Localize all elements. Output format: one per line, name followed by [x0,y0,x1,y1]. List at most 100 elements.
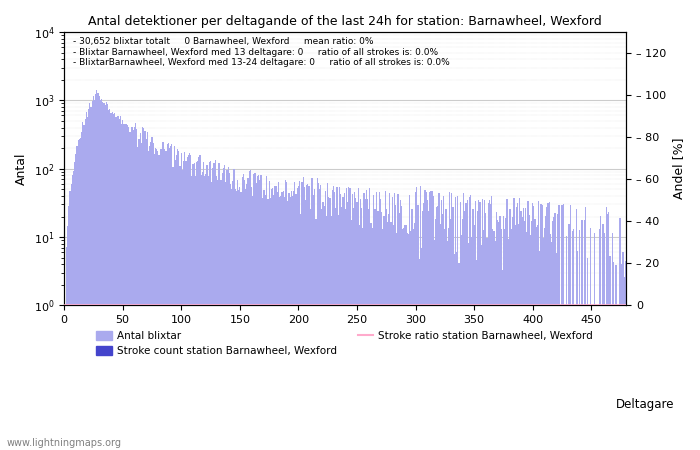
Bar [466,200,468,450]
Bar [459,202,461,450]
Bar [111,112,113,450]
Bar [248,171,250,450]
Bar [241,177,243,450]
Bar [259,180,260,450]
Bar [542,205,543,450]
Bar [447,241,448,450]
Bar [506,199,507,450]
Bar [478,200,480,450]
Bar [137,147,139,450]
Bar [201,175,202,450]
Bar [547,202,549,450]
Bar [550,234,551,450]
Bar [71,175,73,450]
Bar [141,143,142,450]
Bar [202,172,203,450]
Bar [494,231,495,450]
Bar [183,162,184,450]
Bar [130,132,132,450]
Bar [428,211,429,450]
Bar [537,225,538,450]
Bar [594,233,596,450]
Bar [468,243,469,450]
Bar [304,187,305,450]
Bar [386,209,387,450]
Bar [208,176,209,450]
Bar [531,221,532,450]
Bar [144,131,146,450]
Bar [128,127,129,450]
Bar [579,230,580,450]
Text: www.lightningmaps.org: www.lightningmaps.org [7,438,122,448]
Bar [523,207,524,450]
Bar [325,191,326,450]
Bar [420,186,421,450]
Bar [220,180,222,450]
Bar [153,143,154,450]
Bar [573,230,574,450]
Bar [473,209,474,450]
Bar [147,132,148,450]
Bar [554,213,556,450]
Bar [566,236,567,450]
Bar [587,257,589,450]
Bar [81,131,82,450]
Text: Deltagare: Deltagare [616,398,675,411]
Bar [210,161,211,450]
Bar [274,186,276,450]
Bar [115,117,116,450]
Bar [76,147,78,450]
Bar [74,162,75,450]
Bar [306,185,307,450]
Bar [389,194,391,450]
Bar [463,193,464,450]
Bar [333,186,334,450]
Bar [222,173,223,450]
Bar [127,126,128,450]
Bar [440,225,441,450]
Bar [546,207,547,450]
Bar [395,205,396,450]
Bar [253,174,255,450]
Bar [464,211,466,450]
Bar [415,192,416,450]
Bar [292,196,293,450]
Bar [448,228,449,450]
Bar [266,176,267,450]
Bar [393,225,394,450]
Bar [443,196,444,450]
Bar [458,263,459,450]
Bar [394,193,395,450]
Bar [150,143,151,450]
Bar [299,181,300,450]
Bar [301,182,302,450]
Bar [575,209,577,450]
Bar [340,194,341,450]
Bar [135,122,136,450]
Bar [69,191,71,450]
Bar [215,160,216,450]
Bar [204,176,205,450]
Bar [109,108,111,450]
Bar [391,197,393,450]
Bar [377,211,379,450]
Bar [155,148,156,450]
Bar [92,101,93,450]
Bar [495,241,496,450]
Bar [97,93,99,450]
Bar [528,216,530,450]
Bar [542,238,544,450]
Bar [75,154,76,450]
Bar [589,229,591,450]
Title: Antal detektioner per deltagande of the last 24h for station: Barnawheel, Wexfor: Antal detektioner per deltagande of the … [88,15,602,28]
Bar [181,153,182,450]
Bar [182,170,183,450]
Bar [584,220,585,450]
Bar [444,229,445,450]
Bar [384,191,386,450]
Bar [375,209,377,450]
Bar [481,245,482,450]
Bar [240,192,241,450]
Bar [475,201,476,450]
Bar [83,125,85,450]
